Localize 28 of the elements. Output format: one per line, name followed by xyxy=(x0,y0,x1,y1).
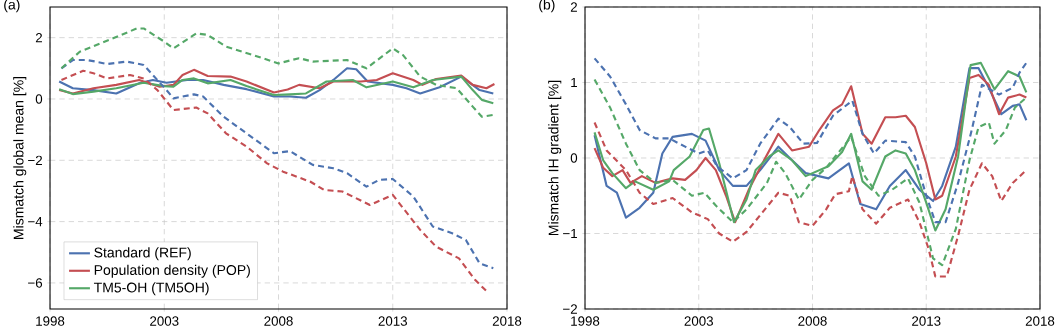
legend-label: TM5-OH (TM5OH) xyxy=(93,282,209,296)
y-tick-label: 2 xyxy=(35,33,42,43)
x-tick-label: 1998 xyxy=(36,316,65,326)
chart-title: (b) xyxy=(539,0,555,13)
y-tick-label: −2 xyxy=(563,304,577,314)
y-tick-label: −2 xyxy=(28,155,42,165)
x-tick-label: 2018 xyxy=(492,316,522,326)
y-tick-label: 0 xyxy=(570,153,578,163)
x-tick-label: 2003 xyxy=(150,316,179,326)
legend-label: Population density (POP) xyxy=(94,264,250,278)
y-axis-title: Mismatch IH gradient [%] xyxy=(548,80,562,236)
x-tick-label: 2003 xyxy=(684,316,713,326)
y-tick-label: 1 xyxy=(571,77,577,88)
y-tick-label: −1 xyxy=(563,228,577,239)
y-tick-label: −6 xyxy=(28,278,43,288)
x-tick-label: 2008 xyxy=(798,316,827,326)
y-tick-label: 2 xyxy=(570,2,577,12)
legend-label: Standard (REF) xyxy=(94,247,191,261)
line-series xyxy=(60,27,495,118)
y-axis-title: Mismatch global mean [%] xyxy=(13,76,27,239)
x-tick-label: 2013 xyxy=(378,316,408,326)
x-tick-label: 2018 xyxy=(1025,316,1055,326)
y-tick-label: 0 xyxy=(35,94,43,104)
y-tick-label: −4 xyxy=(28,217,43,227)
x-tick-label: 2013 xyxy=(912,316,941,326)
x-tick-label: 1998 xyxy=(571,316,600,326)
chart-title: (a) xyxy=(4,0,20,13)
x-tick-label: 2008 xyxy=(264,316,293,326)
